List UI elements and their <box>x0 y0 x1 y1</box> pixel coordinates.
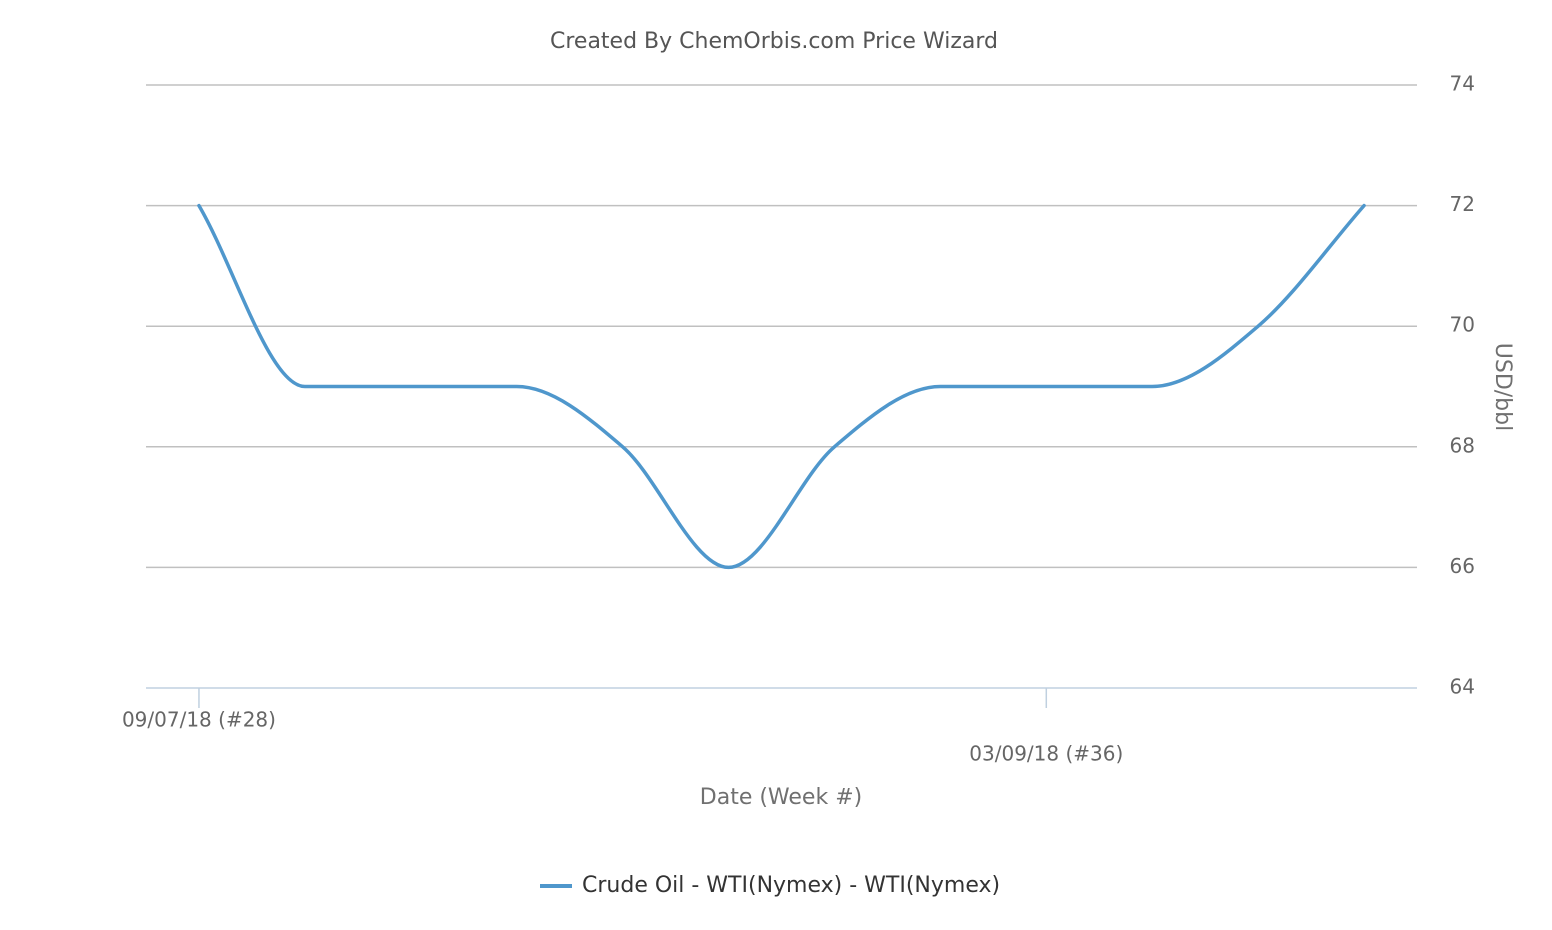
x-tick-label: 09/07/18 (#28) <box>122 708 276 732</box>
chart-title: Created By ChemOrbis.com Price Wizard <box>550 29 998 54</box>
x-tick-label: 03/09/18 (#36) <box>969 742 1123 766</box>
y-tick-label: 72 <box>1450 192 1475 216</box>
x-axis-title: Date (Week #) <box>700 785 862 810</box>
y-tick-label: 66 <box>1450 554 1475 578</box>
y-tick-label: 64 <box>1450 675 1475 699</box>
y-tick-label: 74 <box>1450 72 1475 96</box>
y-tick-label: 68 <box>1450 433 1475 457</box>
y-axis-title: USD/bbl <box>1490 343 1515 431</box>
line-series <box>197 203 1366 570</box>
legend-label: Crude Oil - WTI(Nymex) - WTI(Nymex) <box>582 873 1000 898</box>
y-tick-label: 70 <box>1450 313 1475 337</box>
